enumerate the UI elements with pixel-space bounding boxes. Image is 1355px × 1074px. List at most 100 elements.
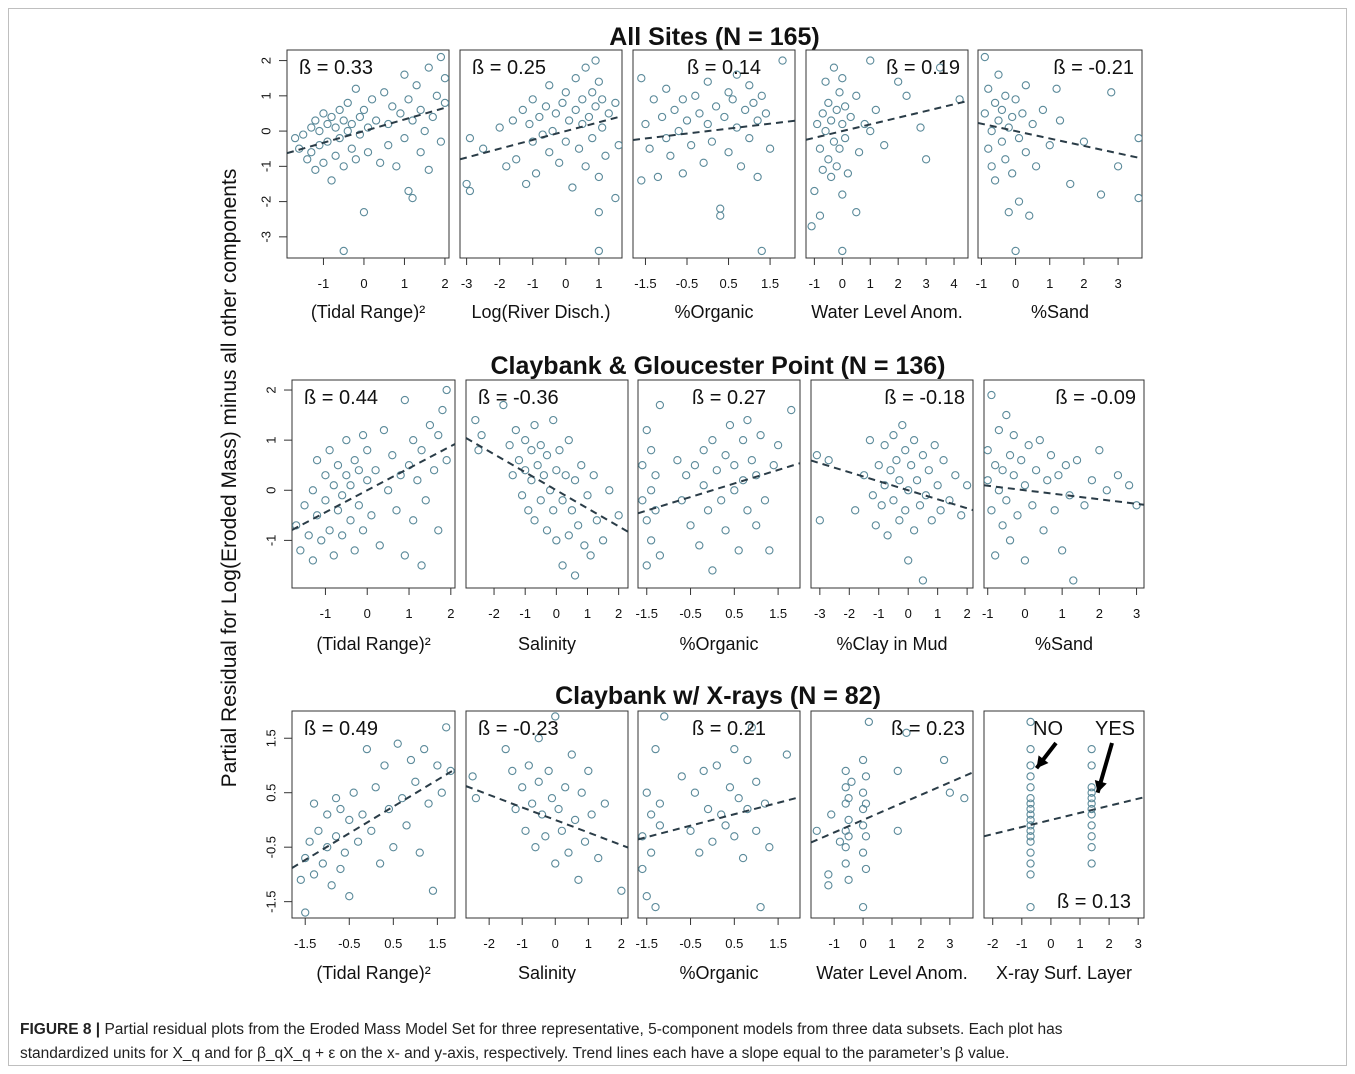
x-axis-label: %Clay in Mud [836, 634, 947, 654]
data-point [501, 744, 510, 754]
data-point [336, 804, 345, 814]
data-point [695, 848, 704, 857]
x-tick-label: 2 [618, 936, 625, 951]
data-point [721, 526, 730, 535]
data-point [858, 821, 868, 830]
data-point [752, 471, 761, 480]
data-point [389, 843, 398, 852]
data-point [1026, 826, 1035, 835]
data-point [757, 246, 766, 256]
data-point [309, 799, 319, 808]
data-point [642, 788, 651, 797]
data-point [861, 864, 871, 874]
data-point [898, 420, 907, 430]
data-point [1102, 486, 1111, 495]
data-point [311, 165, 320, 175]
data-point [813, 119, 822, 129]
data-point [651, 506, 660, 515]
data-point [438, 405, 447, 415]
data-point [371, 116, 381, 125]
panel-plot-area [811, 717, 973, 912]
data-point [335, 105, 344, 115]
data-point [1087, 799, 1096, 808]
data-point [321, 496, 330, 505]
data-point [844, 875, 853, 885]
data-point [655, 799, 665, 808]
trend-line [978, 121, 1142, 160]
data-point [554, 804, 563, 814]
data-point [424, 63, 433, 72]
data-point [301, 853, 310, 863]
data-point [682, 471, 691, 480]
data-point [769, 461, 778, 470]
panel-plot-area [806, 56, 968, 256]
x-axis-label: %Organic [674, 302, 753, 322]
x-tick-label: 2 [1105, 936, 1112, 951]
data-point [1020, 556, 1030, 565]
data-point [333, 461, 343, 470]
data-point [591, 102, 600, 111]
data-point [528, 95, 537, 104]
x-tick-label: -1.5 [636, 606, 658, 621]
data-point [545, 148, 554, 157]
data-point [1107, 88, 1116, 97]
data-point [440, 74, 449, 83]
data-point [921, 155, 931, 164]
x-tick-label: 0.5 [725, 606, 743, 621]
data-point [336, 864, 345, 874]
x-tick-label: 2 [441, 276, 448, 291]
y-tick-label: 0 [263, 487, 278, 494]
data-point [589, 471, 598, 480]
data-point [308, 556, 318, 565]
data-point [388, 451, 397, 460]
data-point [339, 162, 348, 171]
data-point [880, 141, 889, 150]
data-point [518, 783, 527, 792]
data-point [678, 95, 687, 104]
data-point [1004, 208, 1013, 217]
data-point [646, 848, 656, 857]
x-tick-label: 2 [963, 606, 970, 621]
data-point [594, 853, 603, 863]
data-point [574, 144, 584, 153]
data-point [1004, 123, 1013, 132]
data-point [840, 102, 850, 111]
data-point [1020, 481, 1030, 490]
data-point [327, 881, 336, 890]
data-point [314, 826, 323, 835]
x-tick-label: 1 [1059, 606, 1066, 621]
data-point [327, 112, 336, 122]
data-point [601, 151, 610, 160]
data-point [756, 430, 765, 440]
x-axis-label: Salinity [518, 634, 576, 654]
data-point [574, 521, 583, 530]
data-point [734, 546, 743, 555]
data-point [987, 162, 996, 171]
data-point [835, 144, 844, 153]
x-tick-label: -1 [318, 276, 330, 291]
data-point [743, 415, 752, 425]
data-point [411, 777, 420, 786]
data-point [415, 848, 424, 857]
x-tick-label: 0 [905, 606, 912, 621]
data-point [861, 799, 871, 808]
data-point [861, 772, 871, 781]
x-tick-label: 2 [447, 606, 454, 621]
data-point [1013, 511, 1022, 520]
data-point [429, 466, 439, 475]
data-point [1026, 744, 1035, 754]
data-point [321, 471, 330, 480]
data-point [581, 63, 590, 72]
data-point [712, 466, 721, 475]
data-point [690, 788, 700, 797]
data-point [577, 788, 586, 797]
data-point [477, 430, 486, 440]
x-tick-label: -1 [1016, 936, 1028, 951]
beta-label: ß = 0.33 [299, 57, 373, 79]
data-point [725, 420, 735, 430]
x-tick-label: 1 [405, 606, 412, 621]
data-point [465, 186, 475, 196]
data-point [642, 892, 651, 901]
data-point [893, 826, 902, 835]
data-point [851, 506, 860, 515]
